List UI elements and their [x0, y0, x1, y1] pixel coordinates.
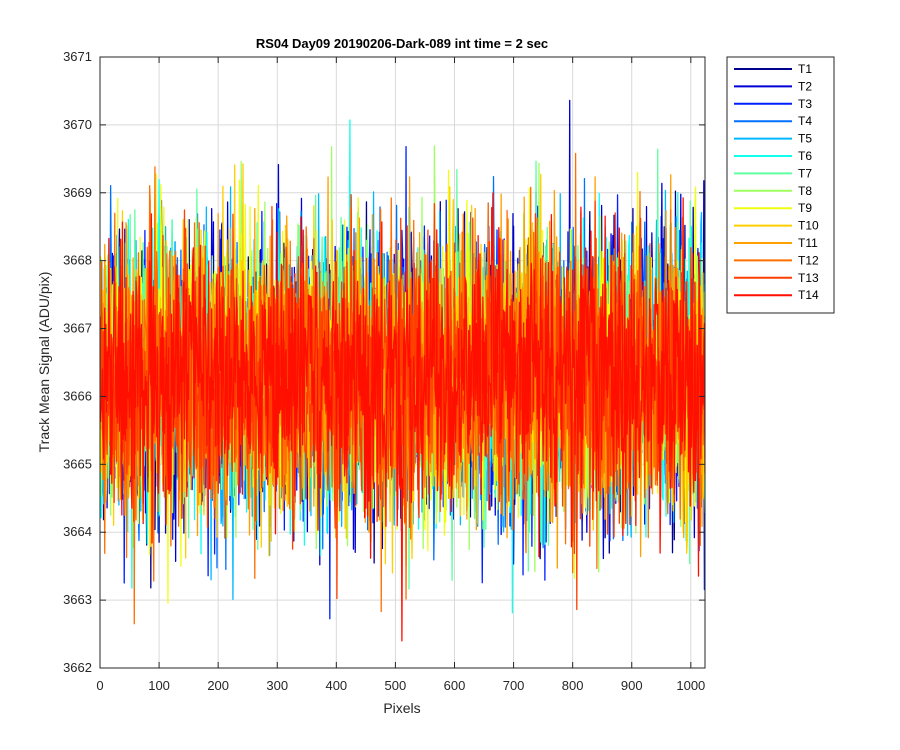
x-axis-label: Pixels: [383, 700, 420, 716]
y-tick-label: 3670: [63, 117, 92, 132]
y-axis-label: Track Mean Signal (ADU/pix): [36, 272, 52, 453]
legend-label-t8: T8: [798, 184, 812, 198]
legend-label-t14: T14: [798, 288, 819, 302]
legend-label-t4: T4: [798, 114, 812, 128]
legend-label-t6: T6: [798, 149, 812, 163]
legend-box: [726, 56, 835, 314]
y-tick-label: 3662: [63, 660, 92, 675]
legend-label-t3: T3: [798, 97, 812, 111]
axis-ticks: 0 100 200 300 400 500 600 700 800 900 1000 3662 3663…: [63, 49, 705, 693]
legend-label-t11: T11: [798, 236, 818, 250]
x-tick-label: 800: [562, 678, 584, 693]
y-tick-label: 3669: [63, 185, 92, 200]
x-tick-label: 100: [148, 678, 170, 693]
legend-label-t12: T12: [798, 253, 819, 267]
x-tick-label: 0: [96, 678, 103, 693]
legend-label-t10: T10: [798, 219, 819, 233]
legend-label-t13: T13: [798, 271, 819, 285]
legend: T1 T2 T3 T4 T5 T6 T7 T8 T9 T10 T11 T12 T13 T14: [726, 56, 835, 314]
chart-title: RS04 Day09 20190206-Dark-089 int time = …: [256, 36, 548, 51]
series-lines: [100, 99, 705, 642]
legend-label-t5: T5: [798, 132, 812, 146]
x-tick-label: 400: [325, 678, 347, 693]
legend-label-t9: T9: [798, 201, 812, 215]
legend-label-t7: T7: [798, 166, 812, 180]
x-tick-label: 1000: [676, 678, 705, 693]
y-tick-label: 3671: [63, 49, 92, 64]
x-tick-label: 700: [503, 678, 525, 693]
plot-frame: [99, 56, 706, 669]
legend-label-t1: T1: [798, 62, 812, 76]
y-tick-label: 3665: [63, 456, 92, 471]
x-tick-label: 900: [621, 678, 643, 693]
x-tick-label: 300: [266, 678, 288, 693]
x-tick-label: 600: [444, 678, 466, 693]
y-tick-label: 3666: [63, 388, 92, 403]
y-tick-label: 3668: [63, 253, 92, 268]
y-tick-label: 3667: [63, 321, 92, 336]
x-tick-label: 200: [207, 678, 229, 693]
legend-label-t2: T2: [798, 79, 812, 93]
series-line-t14: [100, 192, 705, 642]
x-tick-label: 500: [385, 678, 407, 693]
y-tick-label: 3664: [63, 524, 92, 539]
y-tick-label: 3663: [63, 592, 92, 607]
